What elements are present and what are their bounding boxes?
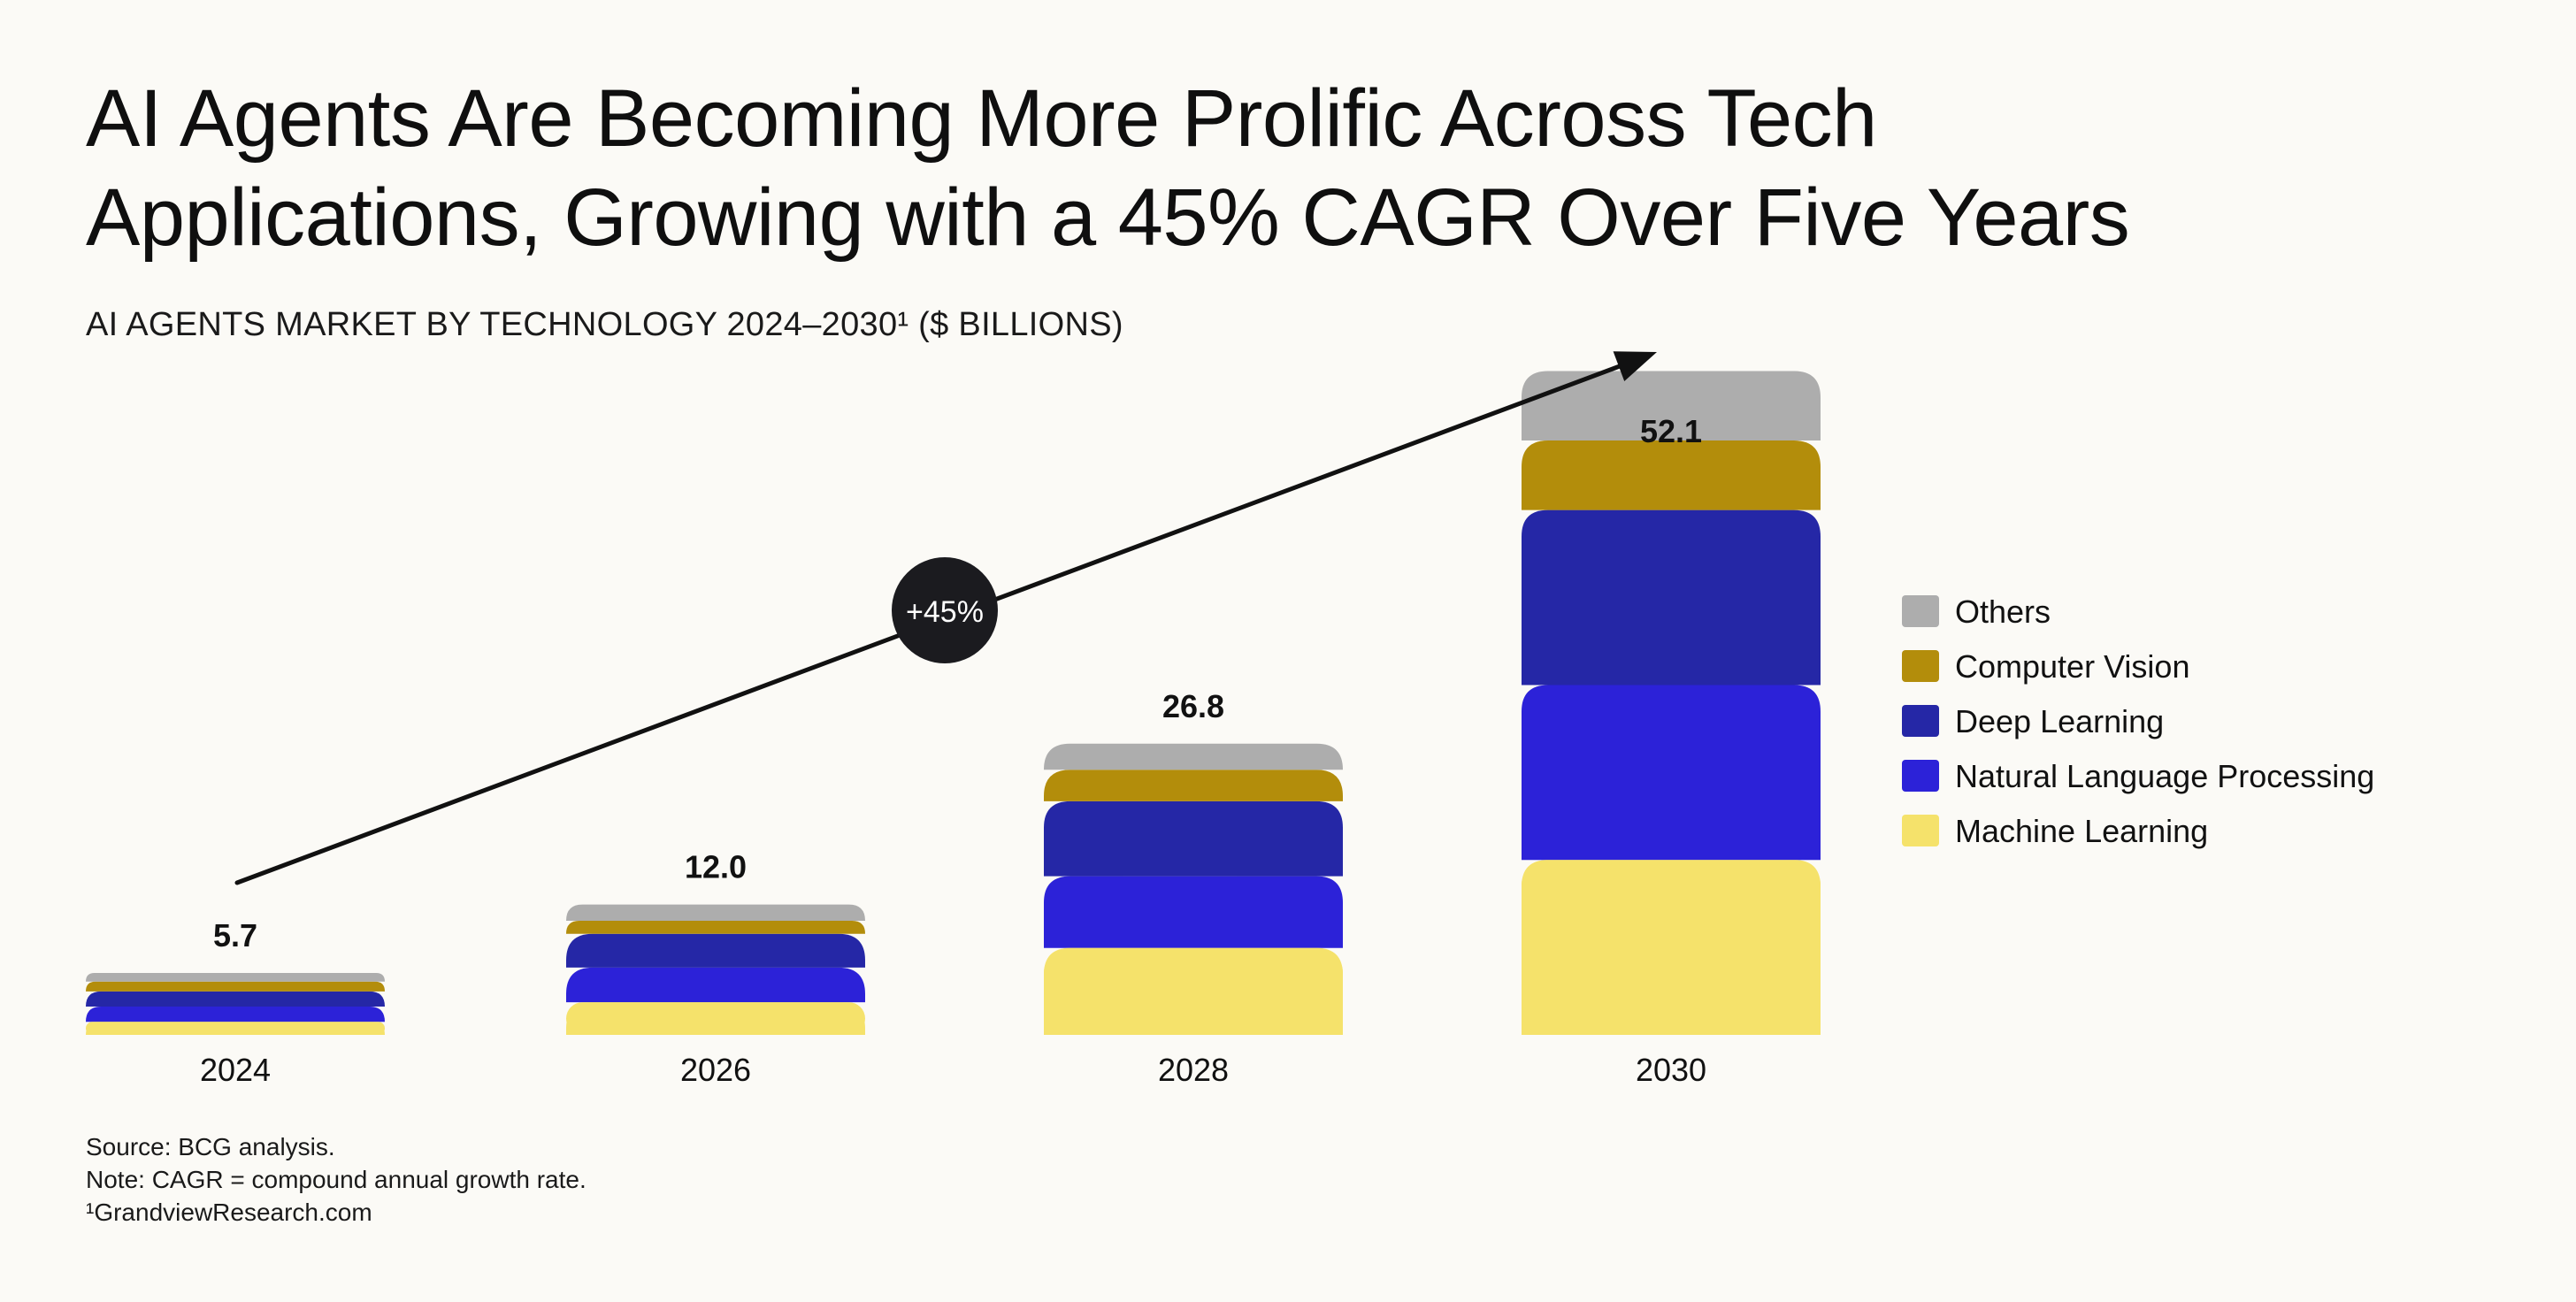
footnotes: Source: BCG analysis. Note: CAGR = compo…: [86, 1130, 586, 1229]
bar-segment-computer-vision-2024: [86, 981, 385, 992]
legend-swatch-machine-learning: [1902, 815, 1939, 846]
legend-label-others: Others: [1955, 594, 2051, 630]
legend-label-natural-language-processing: Natural Language Processing: [1955, 758, 2374, 794]
legend: Others Computer Vision Deep Learning Natura…: [1902, 594, 2374, 849]
labels-layer: 5.7 2024 12.0 2026 26.8 2028 52.1 2030: [200, 413, 1706, 1088]
bar-segment-computer-vision-2030: [1522, 440, 1821, 510]
bar-segment-natural-language-processing-2028: [1044, 876, 1343, 948]
cagr-note: Note: CAGR = compound annual growth rate…: [86, 1166, 586, 1193]
legend-label-machine-learning: Machine Learning: [1955, 813, 2208, 849]
legend-label-computer-vision: Computer Vision: [1955, 648, 2189, 685]
trend-layer: +45%: [234, 351, 1657, 885]
x-tick-label-2030: 2030: [1636, 1052, 1706, 1088]
reference-note: ¹GrandviewResearch.com: [86, 1199, 372, 1226]
x-tick-label-2024: 2024: [200, 1052, 271, 1088]
bar-segment-natural-language-processing-2026: [566, 967, 865, 1003]
bar-base-cap-2026: [566, 1002, 865, 1035]
bar-base-cap-2024: [86, 1022, 385, 1035]
bar-segment-computer-vision-2028: [1044, 770, 1343, 801]
chart-title-line-2: Applications, Growing with a 45% CAGR Ov…: [86, 172, 2130, 263]
bar-segment-computer-vision-2026: [566, 921, 865, 934]
chart-title-line-1: AI Agents Are Becoming More Prolific Acr…: [86, 73, 1877, 164]
chart-subtitle: AI AGENTS MARKET BY TECHNOLOGY 2024–2030…: [86, 306, 1123, 343]
bar-segment-others-2030: [1522, 371, 1821, 441]
total-label-2024: 5.7: [213, 917, 257, 954]
total-label-2030: 52.1: [1640, 413, 1702, 449]
x-tick-label-2026: 2026: [680, 1052, 751, 1088]
legend-swatch-others: [1902, 595, 1939, 627]
chart-title: AI Agents Are Becoming More Prolific Acr…: [86, 69, 2386, 267]
bar-segment-deep-learning-2030: [1522, 509, 1821, 685]
legend-label-deep-learning: Deep Learning: [1955, 703, 2164, 739]
legend-swatch-natural-language-processing: [1902, 760, 1939, 792]
bar-segment-others-2024: [86, 972, 385, 982]
bars-layer: [86, 371, 1821, 1035]
bar-segment-deep-learning-2024: [86, 991, 385, 1007]
source-note: Source: BCG analysis.: [86, 1133, 335, 1160]
total-label-2026: 12.0: [685, 849, 747, 885]
bar-base-cap-2030: [1522, 860, 1821, 1035]
bar-segment-natural-language-processing-2024: [86, 1007, 385, 1022]
cagr-badge-label: +45%: [906, 595, 984, 629]
cagr-arrowhead: [1613, 351, 1657, 381]
cagr-badge: [892, 557, 998, 663]
legend-swatch-computer-vision: [1902, 650, 1939, 682]
legend-swatch-deep-learning: [1902, 705, 1939, 737]
bar-segment-deep-learning-2028: [1044, 800, 1343, 877]
bar-segment-deep-learning-2026: [566, 933, 865, 968]
bar-segment-natural-language-processing-2030: [1522, 685, 1821, 861]
bar-segment-others-2026: [566, 904, 865, 922]
total-label-2028: 26.8: [1162, 688, 1224, 724]
bar-segment-others-2028: [1044, 743, 1343, 770]
x-tick-label-2028: 2028: [1158, 1052, 1229, 1088]
bar-base-cap-2028: [1044, 947, 1343, 1035]
